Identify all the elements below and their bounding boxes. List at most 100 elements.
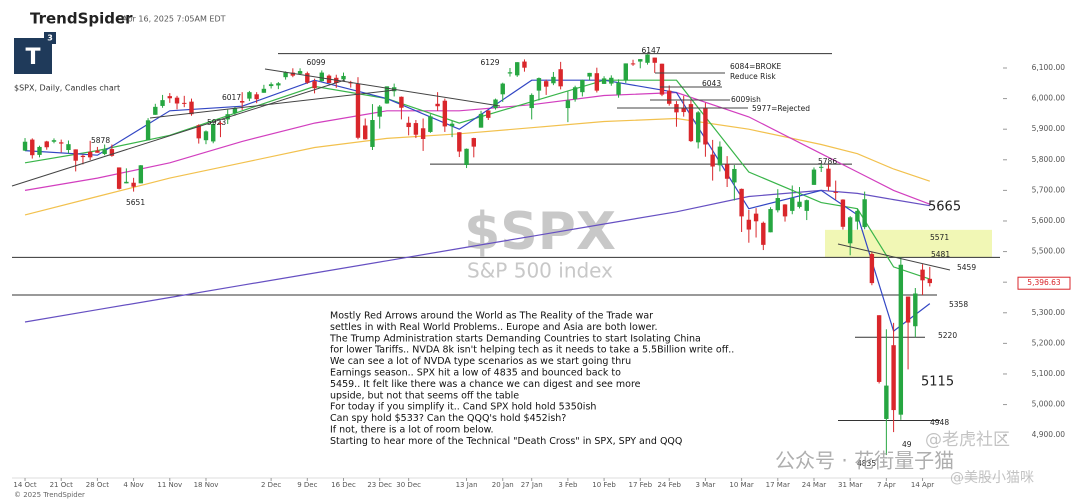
annotation: 49 — [902, 440, 912, 449]
candle-body — [138, 165, 144, 184]
commentary-line: We can see a lot of NVDA type scenarios … — [330, 356, 631, 367]
candle-body — [717, 146, 723, 166]
brand: TrendSpider — [30, 10, 133, 28]
candle-body — [363, 125, 368, 140]
candle-body — [594, 73, 600, 91]
annotation: 5481 — [931, 250, 950, 259]
candle-body — [312, 81, 317, 89]
candle-body — [225, 114, 230, 120]
annotation: 6129 — [480, 58, 499, 67]
candle-body — [768, 209, 773, 233]
y-tick-label: 6,100.00 — [1032, 63, 1066, 72]
candle-body — [790, 198, 795, 211]
y-tick-label: 4,900.00 — [1032, 430, 1066, 439]
candle-body — [87, 151, 93, 158]
x-tick-label: 31 Mar — [838, 481, 862, 489]
candle-body — [449, 123, 455, 127]
annotation: 5220 — [938, 331, 957, 340]
commentary-line: Mostly Red Arrows around the World as Th… — [330, 311, 653, 322]
symbol-line: $SPX, Daily, Candles chart — [14, 84, 120, 93]
candle-body — [203, 131, 209, 141]
annotation: 5358 — [949, 300, 968, 309]
annotation: 5571 — [930, 233, 949, 242]
moving-average — [24, 189, 930, 323]
candle-body — [869, 254, 875, 284]
candle-body — [471, 138, 476, 147]
candle-body — [623, 63, 628, 81]
candle-body — [116, 167, 122, 189]
y-tick-label: 6,000.00 — [1032, 94, 1066, 103]
candle-body — [182, 102, 187, 104]
candle-body — [775, 198, 780, 211]
candle-body — [862, 199, 867, 228]
candle-body — [457, 132, 462, 152]
commentary-line: Can spy hold $533? Can the QQQ's hold $4… — [330, 413, 566, 424]
commentary-line: Earnings season.. SPX hit a low of 4835 … — [330, 368, 621, 379]
candle-body — [855, 210, 860, 222]
candle-body — [464, 148, 469, 165]
candle-body — [102, 149, 107, 154]
candle-body — [522, 61, 527, 68]
candle-body — [710, 154, 715, 167]
candle-body — [435, 103, 440, 107]
annotation: 5923 — [207, 118, 226, 127]
candle-body — [688, 104, 694, 142]
candle-body — [73, 149, 78, 161]
candle-body — [927, 278, 932, 284]
x-tick-label: 4 Nov — [123, 481, 143, 489]
candle-body — [551, 76, 556, 84]
candle-body — [753, 213, 759, 222]
candle-body — [804, 200, 809, 211]
x-tick-label: 14 Apr — [911, 481, 934, 489]
commentary-line: The Trump Administration starts Demandin… — [329, 333, 701, 344]
candle-body — [22, 141, 28, 151]
candle-body — [739, 188, 744, 217]
candle-body — [384, 86, 390, 104]
candle-body — [724, 164, 730, 179]
candle-body — [124, 181, 129, 184]
candle-body — [189, 101, 194, 115]
commentary-line: Starting to hear more of the Technical "… — [330, 436, 682, 447]
candle-body — [913, 293, 918, 327]
x-tick-label: 16 Dec — [331, 481, 356, 489]
candle-body — [276, 83, 281, 86]
candle-body — [80, 155, 86, 158]
annotation: 5115 — [921, 375, 954, 390]
x-tick-label: 21 Oct — [50, 481, 73, 489]
candle-body — [638, 59, 643, 62]
candle-body — [167, 96, 172, 99]
candle-body — [847, 217, 853, 244]
x-tick-label: 24 Feb — [657, 481, 681, 489]
candle-body — [536, 78, 542, 91]
x-tick-label: 28 Oct — [86, 481, 109, 489]
annotation: 5459 — [957, 263, 976, 272]
candle-body — [232, 108, 238, 114]
candle-body — [341, 75, 346, 80]
candle-body — [95, 150, 100, 153]
candle-body — [746, 219, 752, 230]
x-tick-label: 17 Feb — [629, 481, 653, 489]
candle-body — [876, 315, 882, 382]
candle-body — [478, 113, 484, 128]
commentary-line: upside, but not that seems off the table — [330, 390, 519, 401]
x-tick-label: 10 Mar — [729, 481, 753, 489]
annotation: 5665 — [928, 200, 961, 215]
trendline — [264, 68, 501, 107]
candle-body — [659, 63, 665, 95]
watermark: @美股小猫咪 — [950, 470, 1034, 486]
x-tick-label: 18 Nov — [194, 481, 219, 489]
candle-body — [145, 120, 151, 141]
watermark-name: S&P 500 index — [467, 259, 613, 283]
candle-body — [580, 79, 585, 93]
candle-body — [254, 94, 259, 100]
x-tick-label: 3 Feb — [558, 481, 578, 489]
annotation: 5651 — [126, 198, 145, 207]
y-tick-label: 5,600.00 — [1032, 216, 1066, 225]
candle-body — [486, 110, 491, 118]
annotation: 6099 — [306, 58, 325, 67]
candle-body — [51, 140, 57, 142]
candle-body — [761, 222, 766, 245]
y-tick-label: 5,000.00 — [1032, 400, 1066, 409]
x-tick-label: 11 Nov — [157, 481, 182, 489]
